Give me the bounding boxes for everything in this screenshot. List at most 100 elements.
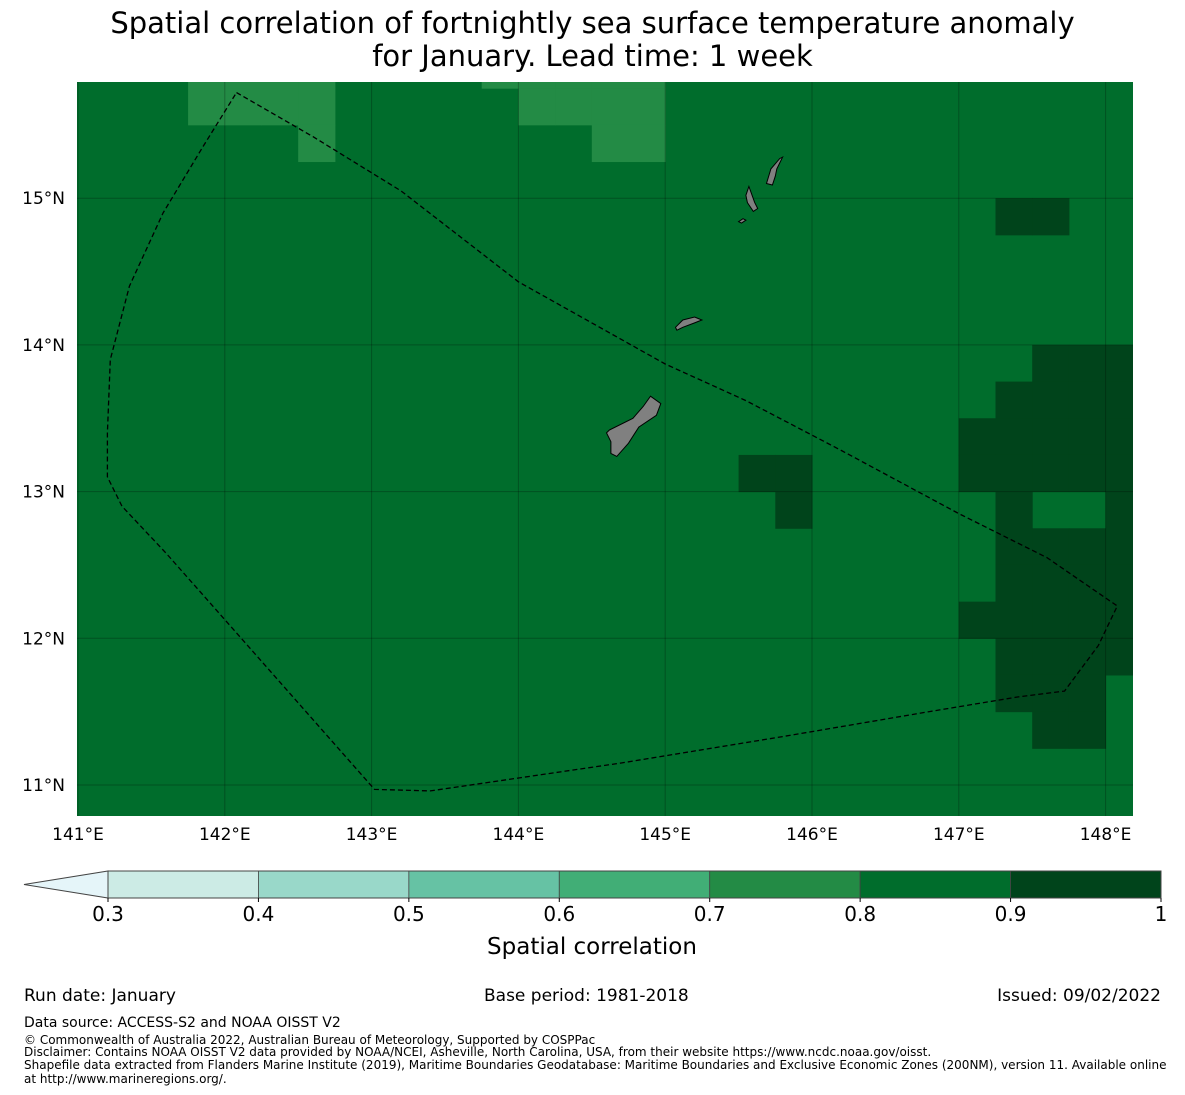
correlation-cell (628, 82, 666, 89)
correlation-cell (518, 82, 556, 89)
chart-title-line-1: Spatial correlation of fortnightly sea s… (110, 6, 1075, 40)
correlation-cell (958, 454, 996, 493)
correlation-cell (1068, 381, 1107, 419)
correlation-cell (1105, 528, 1133, 566)
colorbar-tick-label: 0.5 (393, 902, 425, 926)
correlation-cell (1032, 344, 1070, 383)
colorbar-tick-label: 0.9 (995, 902, 1027, 926)
correlation-cell (188, 88, 226, 126)
lon-tick-label: 141°E (52, 825, 104, 845)
shapefile-credit-line-1: Shapefile data extracted from Flanders M… (24, 1058, 1167, 1072)
lon-tick-label: 143°E (346, 825, 398, 845)
island-tinian (745, 184, 759, 213)
correlation-cell (224, 82, 262, 89)
colorbar-outline (107, 870, 1162, 899)
lon-tick-label: 147°E (933, 825, 985, 845)
eez-boundary-line (106, 92, 1119, 792)
correlation-cell (1068, 601, 1107, 639)
correlation-cell (628, 124, 666, 163)
correlation-cell (738, 454, 776, 493)
lat-tick-label: 11°N (22, 776, 65, 796)
correlation-cell (1068, 711, 1107, 749)
correlation-cell (995, 198, 1033, 236)
correlation-cell (591, 82, 629, 89)
colorbar-extend-arrow (23, 870, 109, 899)
correlation-cell (1068, 564, 1107, 603)
colorbar-segment (859, 870, 1011, 899)
colorbar-tick-label: 0.4 (243, 902, 275, 926)
correlation-cell (1105, 564, 1133, 603)
correlation-cell (1105, 638, 1133, 676)
correlation-cell (1032, 418, 1070, 456)
map-axis-labels: 141°E 142°E 143°E 144°E 145°E 146°E 147°E 148°E… (22, 189, 1131, 845)
correlation-cell (958, 418, 996, 456)
correlation-cell (995, 674, 1033, 713)
correlation-cell (298, 88, 336, 126)
colorbar: 0.3 0.4 0.5 0.6 0.7 0.8 0.9 1 Spatial correlatio… (23, 870, 1168, 960)
colorbar-segment (107, 870, 259, 899)
correlation-cell (1068, 674, 1107, 713)
colorbar-segment (408, 870, 560, 899)
correlation-cell (555, 82, 593, 89)
copyright-notice: © Commonwealth of Australia 2022, Austra… (24, 1033, 596, 1047)
correlation-cell (1105, 454, 1133, 493)
correlation-cell (1105, 491, 1133, 529)
chart-title-line-2: for January. Lead time: 1 week (372, 39, 813, 73)
colorbar-tick-label: 1 (1155, 902, 1168, 926)
disclaimer: Disclaimer: Contains NOAA OISST V2 data … (24, 1045, 932, 1059)
correlation-cell (1105, 381, 1133, 419)
correlation-cell (1032, 601, 1070, 639)
correlation-cell (224, 88, 262, 126)
correlation-cell (1105, 418, 1133, 456)
correlation-cell (628, 88, 666, 126)
correlation-cell (261, 82, 299, 89)
shapefile-credit-line-2: at http://www.marineregions.org/. (24, 1072, 227, 1086)
lat-tick-label: 14°N (22, 336, 65, 356)
colorbar-tick-label: 0.8 (844, 902, 876, 926)
correlation-cell (1068, 638, 1107, 676)
correlation-cell (1068, 418, 1107, 456)
correlation-cell (1032, 674, 1070, 713)
correlation-cell (1032, 638, 1070, 676)
correlation-cell (1032, 528, 1070, 566)
island-saipan (765, 155, 784, 186)
island-rota (674, 316, 704, 331)
colorbar-title: Spatial correlation (487, 934, 697, 960)
correlation-cell (555, 88, 593, 126)
correlation-cell (1105, 344, 1133, 383)
base-period: Base period: 1981-2018 (484, 986, 689, 1006)
correlation-cell (995, 491, 1033, 529)
map-clip-group (77, 82, 1133, 816)
correlation-cell (995, 418, 1033, 456)
correlation-cell (591, 124, 629, 163)
colorbar-segment (709, 870, 861, 899)
lon-tick-label: 148°E (1080, 825, 1132, 845)
island-aguijan (737, 218, 747, 224)
correlation-cell (995, 601, 1033, 639)
colorbar-segment (558, 870, 711, 899)
correlation-cell (261, 88, 299, 126)
correlation-cell (995, 454, 1033, 493)
correlation-cell (1032, 564, 1070, 603)
colorbar-tick-label: 0.7 (694, 902, 726, 926)
lat-tick-label: 12°N (22, 629, 65, 649)
correlation-cell (298, 82, 336, 89)
lon-tick-label: 142°E (199, 825, 251, 845)
lon-tick-label: 144°E (493, 825, 545, 845)
correlation-cell (995, 638, 1033, 676)
correlation-cell (1105, 601, 1133, 639)
colorbar-tick-label: 0.3 (92, 902, 124, 926)
correlation-background (77, 82, 1133, 816)
colorbar-tick-label: 0.6 (543, 902, 575, 926)
colorbar-segment (258, 870, 410, 899)
lon-tick-label: 145°E (639, 825, 691, 845)
correlation-cell (995, 564, 1033, 603)
island-guam (605, 395, 662, 458)
correlation-cell (1068, 344, 1107, 383)
correlation-cell (958, 601, 996, 639)
lon-tick-label: 146°E (786, 825, 838, 845)
lat-tick-label: 13°N (22, 483, 65, 503)
correlation-cell (1032, 711, 1070, 749)
correlation-cell (775, 491, 813, 529)
correlation-cell (591, 88, 629, 126)
